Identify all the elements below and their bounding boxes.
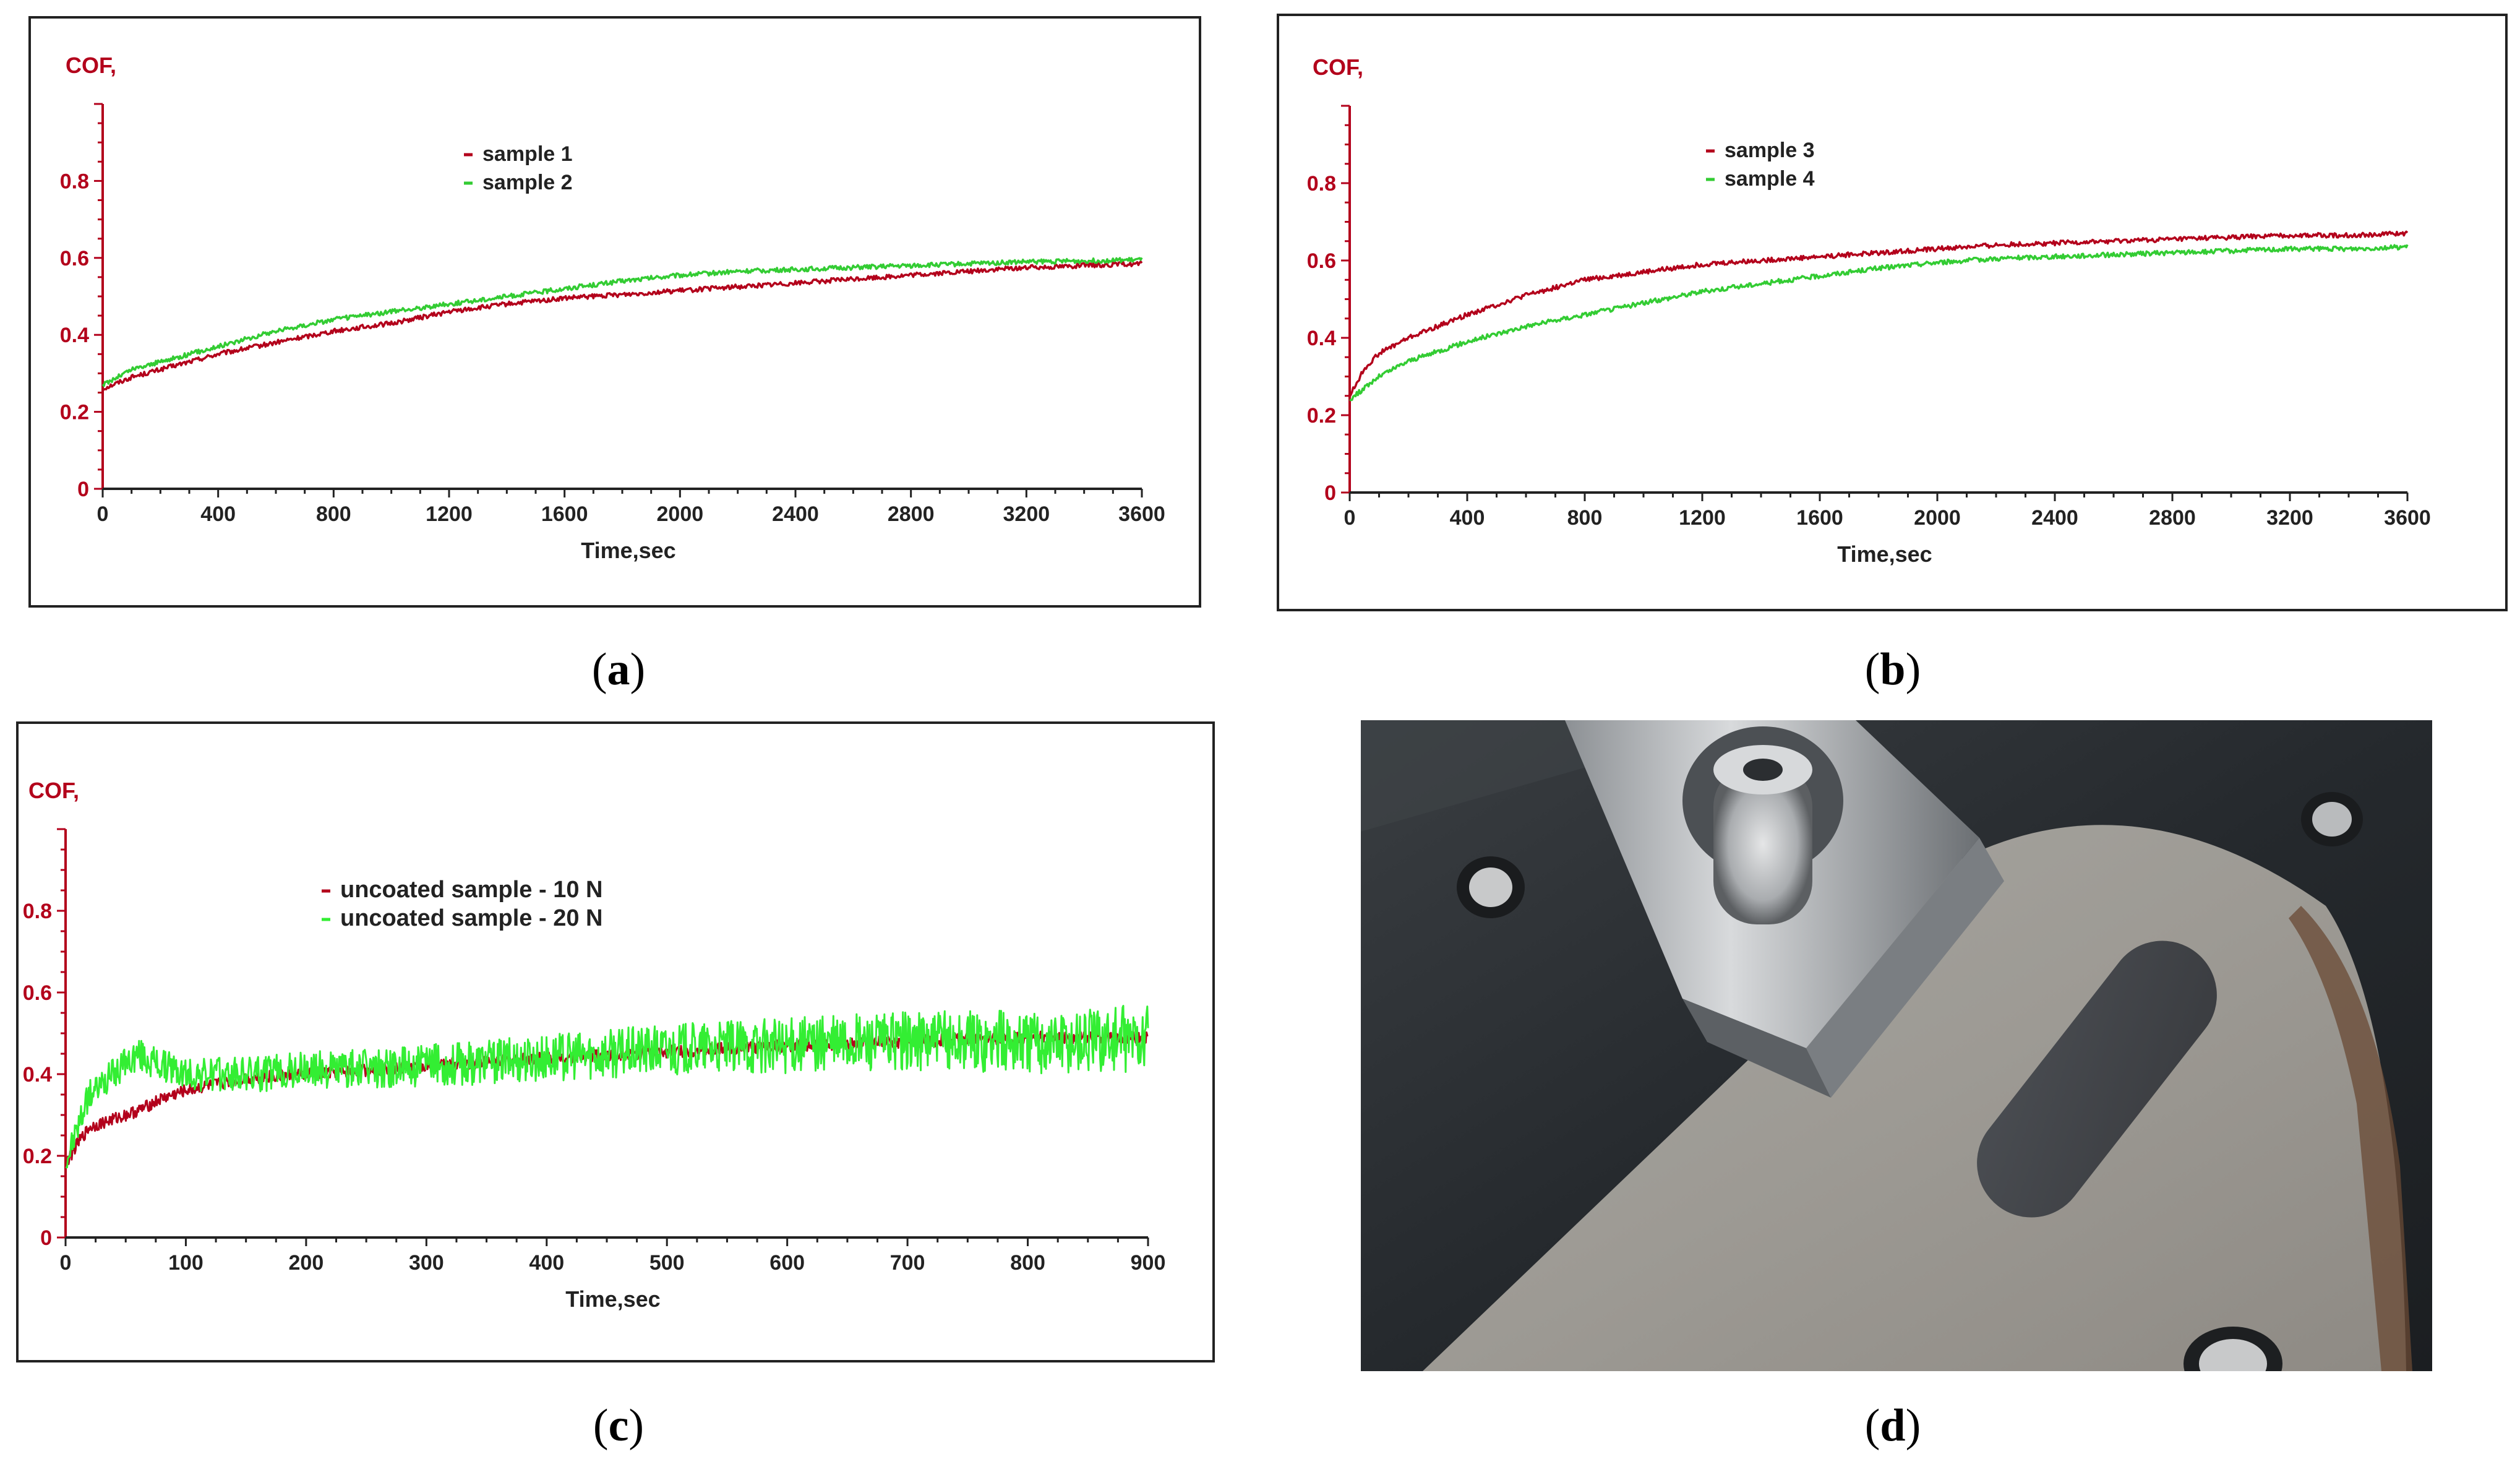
chart-a-svg: COF, 0 0.2 0.4 0.6 0.8 0 400 800 1200 1600 2000 2400… bbox=[60, 53, 1165, 563]
legend-label: uncoated sample - 20 N bbox=[340, 905, 602, 931]
x-tick-label: 700 bbox=[890, 1251, 925, 1275]
caption-d: (d) bbox=[1864, 1400, 1921, 1451]
y-tick-label: 0.6 bbox=[1307, 249, 1336, 273]
x-tick-label: 2800 bbox=[888, 502, 935, 526]
x-tick-label: 0 bbox=[97, 502, 109, 526]
x-tick-label: 400 bbox=[1450, 506, 1485, 530]
x-tick-label: 0 bbox=[1344, 506, 1356, 530]
caption-b: (b) bbox=[1864, 644, 1921, 695]
y-axis-label: COF, bbox=[1313, 54, 1363, 80]
y-tick-label: 0.2 bbox=[1307, 404, 1336, 428]
x-tick-label: 3200 bbox=[1003, 502, 1050, 526]
x-tick-label: 1200 bbox=[426, 502, 473, 526]
legend-label: sample 1 bbox=[482, 142, 573, 166]
photo-tribometer-illustration bbox=[1361, 720, 2432, 1371]
y-axis-label: COF, bbox=[28, 778, 79, 803]
y-axis-label: COF, bbox=[66, 53, 116, 78]
x-tick-label: 200 bbox=[289, 1251, 324, 1275]
x-tick-label: 2400 bbox=[772, 502, 819, 526]
y-tick-label: 0.8 bbox=[60, 170, 89, 193]
series-line-1 bbox=[102, 260, 1143, 391]
x-tick-label: 2000 bbox=[1914, 506, 1961, 530]
series-line-2 bbox=[1349, 244, 2409, 402]
x-tick-label: 1600 bbox=[1796, 506, 1843, 530]
x-tick-label: 100 bbox=[168, 1251, 204, 1275]
y-tick-label: 0.6 bbox=[23, 981, 52, 1005]
y-tick-label: 0 bbox=[77, 478, 89, 501]
x-axis-label: Time,sec bbox=[581, 538, 675, 563]
y-tick-label: 0.2 bbox=[23, 1145, 52, 1168]
x-tick-label: 900 bbox=[1131, 1251, 1166, 1275]
x-tick-label: 3200 bbox=[2266, 506, 2313, 530]
x-tick-label: 600 bbox=[769, 1251, 805, 1275]
y-tick-label: 0.4 bbox=[1307, 327, 1336, 350]
x-tick-label: 2400 bbox=[2031, 506, 2078, 530]
chart-c-svg: COF, 0 0.2 0.4 0.6 0.8 0 100 200 300 400 500 600 700 8… bbox=[23, 778, 1166, 1312]
x-axis-label: Time,sec bbox=[1837, 541, 1932, 567]
x-tick-label: 2000 bbox=[657, 502, 704, 526]
x-tick-label: 3600 bbox=[2384, 506, 2431, 530]
x-tick-label: 2800 bbox=[2149, 506, 2196, 530]
series-line-1 bbox=[1348, 230, 2409, 398]
chart-panel-b: COF, 0 0.2 0.4 0.6 0.8 0 400 800 1200 1600 2000 2400… bbox=[1277, 14, 2508, 611]
series-line-2 bbox=[101, 257, 1143, 387]
y-tick-label: 0.2 bbox=[60, 401, 89, 424]
series-line-2 bbox=[65, 1005, 1149, 1169]
legend-label: uncoated sample - 10 N bbox=[340, 877, 602, 903]
caption-c: (c) bbox=[593, 1400, 645, 1451]
x-tick-label: 800 bbox=[316, 502, 351, 526]
y-tick-label: 0 bbox=[40, 1226, 52, 1250]
legend-label: sample 2 bbox=[482, 171, 573, 194]
x-tick-label: 300 bbox=[409, 1251, 444, 1275]
x-tick-label: 3600 bbox=[1118, 502, 1165, 526]
x-tick-label: 800 bbox=[1567, 506, 1603, 530]
chart-panel-c: COF, 0 0.2 0.4 0.6 0.8 0 100 200 300 400 500 600 700 8… bbox=[16, 721, 1215, 1362]
legend-label: sample 3 bbox=[1725, 139, 1815, 162]
x-tick-label: 1200 bbox=[1679, 506, 1726, 530]
legend-label: sample 4 bbox=[1725, 167, 1815, 191]
x-tick-label: 800 bbox=[1010, 1251, 1045, 1275]
x-tick-label: 1600 bbox=[541, 502, 588, 526]
caption-a: (a) bbox=[591, 644, 646, 695]
y-tick-label: 0.8 bbox=[23, 900, 52, 923]
y-tick-label: 0.6 bbox=[60, 247, 89, 270]
y-tick-label: 0 bbox=[1324, 481, 1336, 505]
x-tick-label: 500 bbox=[649, 1251, 685, 1275]
x-axis-label: Time,sec bbox=[565, 1286, 660, 1312]
photo-tribometer bbox=[1361, 720, 2432, 1371]
y-tick-label: 0.4 bbox=[60, 324, 89, 347]
chart-b-svg: COF, 0 0.2 0.4 0.6 0.8 0 400 800 1200 1600 2000 2400… bbox=[1307, 54, 2431, 567]
chart-panel-a: COF, 0 0.2 0.4 0.6 0.8 0 400 800 1200 1600 2000 2400… bbox=[28, 16, 1201, 608]
x-tick-label: 400 bbox=[529, 1251, 564, 1275]
x-tick-label: 0 bbox=[60, 1251, 72, 1275]
y-tick-label: 0.8 bbox=[1307, 172, 1336, 196]
x-tick-label: 400 bbox=[200, 502, 236, 526]
y-tick-label: 0.4 bbox=[23, 1063, 52, 1087]
